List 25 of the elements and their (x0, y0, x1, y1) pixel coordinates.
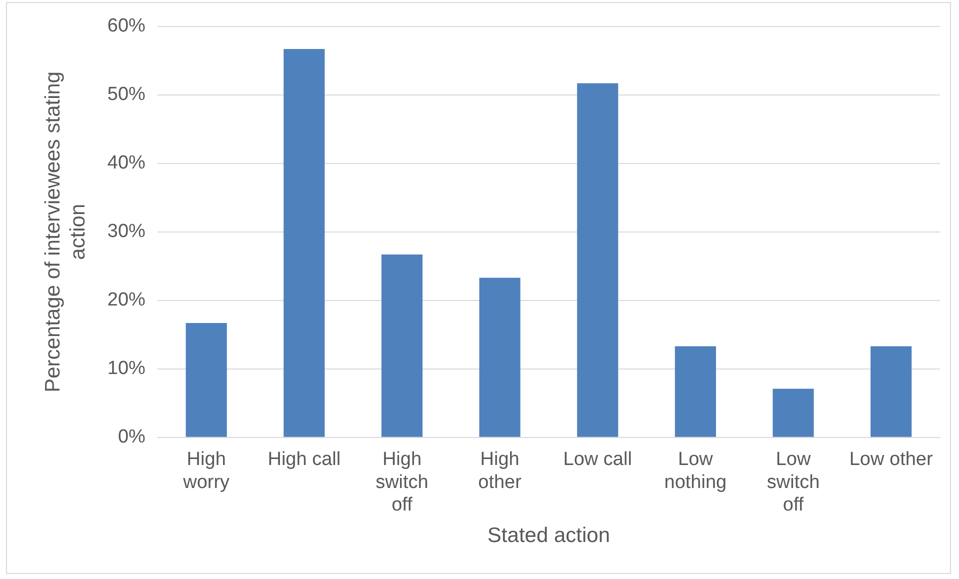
bar (479, 278, 520, 437)
x-tick-label: High switch off (376, 449, 428, 516)
bar (674, 346, 716, 437)
y-tick-label: 40% (107, 152, 146, 174)
x-tick-label: Low call (563, 449, 632, 470)
y-tick-label: 30% (107, 221, 146, 242)
y-tick-label: 0% (118, 426, 146, 448)
x-axis-title: Stated action (487, 524, 610, 548)
y-axis-title: Percentage of interviewees stating action (41, 71, 90, 392)
x-tick-label: High call (268, 449, 341, 470)
bar (577, 83, 618, 437)
bar (381, 254, 423, 437)
y-tick-label: 50% (107, 84, 146, 106)
y-tick-label: 20% (107, 290, 146, 311)
x-tick-label: Low switch off (766, 449, 820, 516)
x-tick-label: Low nothing (664, 449, 727, 493)
x-tick-label: Low other (849, 449, 934, 470)
y-tick-label: 10% (107, 358, 146, 380)
y-tick-label: 60% (107, 16, 146, 37)
x-tick-label: High other (478, 449, 522, 493)
x-tick-label: High worry (182, 449, 230, 493)
bar (772, 388, 814, 437)
bar (186, 323, 227, 437)
bar (870, 346, 912, 437)
bar (284, 49, 325, 437)
